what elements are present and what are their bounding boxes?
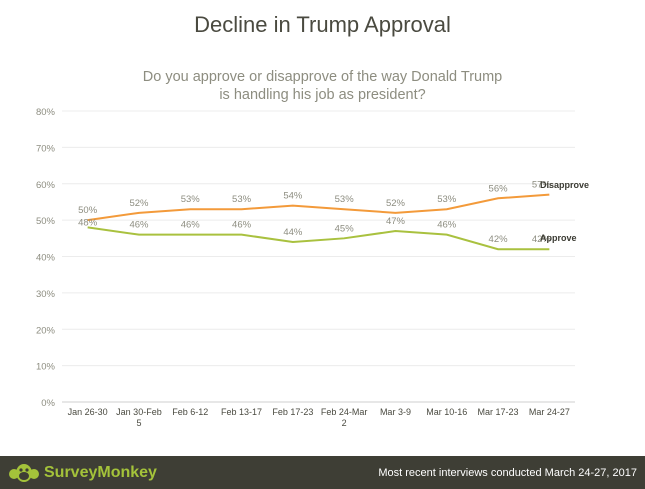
x-tick-label: 5: [136, 418, 141, 428]
data-label: 52%: [129, 198, 149, 209]
x-tick-label: Feb 13-17: [221, 407, 262, 417]
y-tick-label: 80%: [36, 107, 56, 118]
data-label: 46%: [129, 220, 149, 231]
data-label: 48%: [78, 217, 98, 228]
y-tick-label: 10%: [36, 362, 56, 373]
series-label-approve: Approve: [540, 233, 577, 243]
series-line-approve: [87, 226, 550, 251]
x-tick-label: Jan 26-30: [68, 407, 108, 417]
data-label: 46%: [232, 220, 252, 231]
x-tick-label: 2: [342, 418, 347, 428]
data-label: 52%: [386, 198, 406, 209]
y-tick-label: 0%: [41, 398, 55, 409]
surveymonkey-logo-icon: [9, 464, 39, 482]
data-label: 57%: [532, 180, 552, 191]
y-tick-label: 20%: [36, 325, 56, 336]
footer-note: Most recent interviews conducted March 2…: [378, 467, 637, 479]
x-tick-label: Mar 10-16: [426, 407, 467, 417]
subtitle-line-1: Do you approve or disapprove of the way …: [142, 69, 503, 85]
y-tick-label: 60%: [36, 180, 56, 191]
data-label: 46%: [181, 220, 201, 231]
y-tick-label: 50%: [36, 216, 56, 227]
x-tick-label: Jan 30-Feb: [116, 407, 162, 417]
data-label: 46%: [437, 220, 457, 231]
data-label: 47%: [386, 216, 406, 227]
y-tick-label: 40%: [36, 253, 56, 264]
footer-bar: SurveyMonkey Most recent interviews cond…: [0, 456, 645, 489]
x-tick-label: Feb 6-12: [172, 407, 208, 417]
x-tick-label: Mar 24-27: [529, 407, 570, 417]
data-label: 53%: [232, 194, 252, 205]
data-label: 44%: [283, 227, 303, 238]
chart-subtitle: Do you approve or disapprove of the way …: [100, 68, 545, 104]
data-label: 53%: [335, 194, 355, 205]
data-label: 45%: [335, 223, 355, 234]
x-tick-label: Mar 17-23: [478, 407, 519, 417]
series-label-disapprove: Disapprove: [540, 180, 589, 190]
brand-name: SurveyMonkey: [44, 464, 157, 481]
series-line-disapprove: [87, 193, 550, 222]
y-tick-label: 30%: [36, 289, 56, 300]
data-label: 56%: [489, 183, 509, 194]
subtitle-line-2: is handling his job as president?: [219, 87, 426, 103]
data-label: 50%: [78, 205, 98, 216]
y-tick-label: 70%: [36, 143, 56, 154]
data-label: 54%: [283, 191, 303, 202]
line-chart: 0% 10% 20% 30% 40% 50% 60% 70% 80% Jan 26-30 Jan 3…: [36, 107, 589, 428]
data-label: 42%: [532, 234, 552, 245]
data-label: 53%: [437, 194, 457, 205]
x-tick-label: Feb 17-23: [272, 407, 313, 417]
data-label: 53%: [181, 194, 201, 205]
chart-title: Decline in Trump Approval: [194, 12, 451, 37]
data-label: 42%: [489, 234, 509, 245]
x-tick-label: Feb 24-Mar: [321, 407, 368, 417]
x-tick-label: Mar 3-9: [380, 407, 411, 417]
